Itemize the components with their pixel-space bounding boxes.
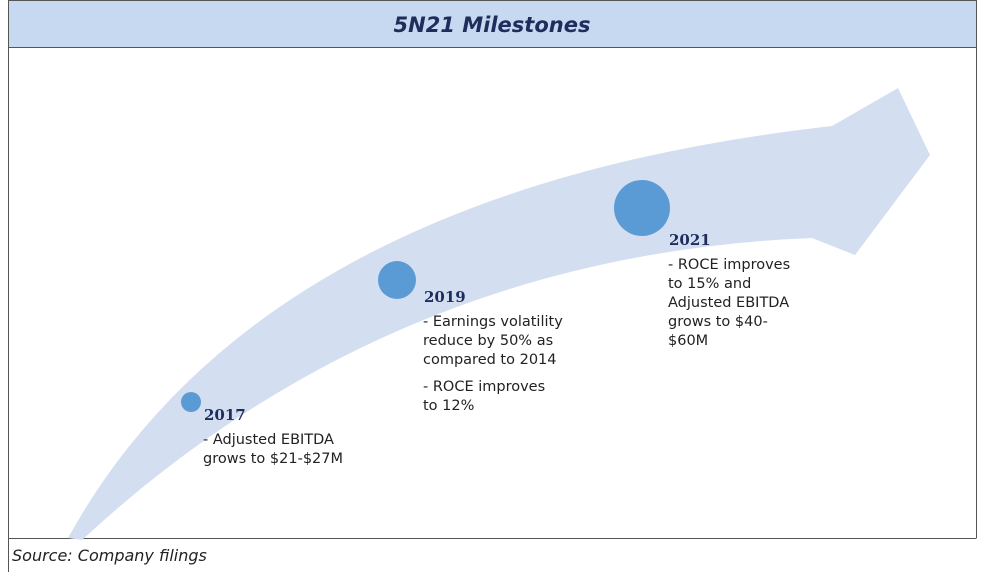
milestone-text: - Earnings volatility: [423, 314, 563, 330]
arrow: [68, 88, 930, 540]
milestone-text: Adjusted EBITDA: [668, 295, 789, 311]
milestone-year: 2017: [204, 406, 246, 424]
milestone-text: $60M: [668, 333, 708, 349]
milestone-text: - ROCE improves: [668, 257, 790, 273]
milestone-text: - ROCE improves: [423, 379, 545, 395]
milestone-text: to 12%: [423, 398, 474, 414]
milestone-dot: [614, 180, 670, 236]
milestone-year: 2019: [424, 288, 466, 306]
milestone-year: 2021: [669, 231, 711, 249]
milestone-text: reduce by 50% as: [423, 333, 553, 349]
milestone-text: grows to $40-: [668, 314, 768, 330]
milestones: 2017 - Adjusted EBITDA grows to $21-$27M 20…: [203, 231, 790, 467]
milestone-dot: [181, 392, 201, 412]
milestone-text: compared to 2014: [423, 352, 557, 368]
header-bar: [8, 0, 977, 48]
milestone-text: grows to $21-$27M: [203, 451, 343, 467]
title: 5N21 Milestones: [394, 13, 591, 37]
milestone-text: - Adjusted EBITDA: [203, 432, 334, 448]
milestone-dot: [378, 261, 416, 299]
milestone-text: to 15% and: [668, 276, 751, 292]
source: Source: Company filings: [12, 546, 207, 565]
